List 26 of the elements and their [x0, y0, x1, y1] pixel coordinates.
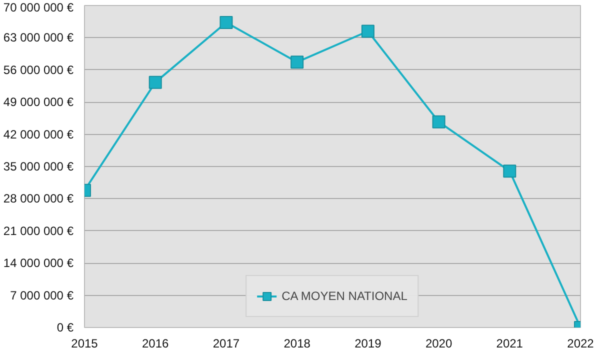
point: [220, 16, 233, 30]
x-tick-label: 2017: [212, 336, 240, 350]
y-tick-label: 56 000 000 €: [3, 62, 74, 77]
x-tick-label: 2015: [71, 336, 98, 350]
y-tick-label: 21 000 000 €: [3, 224, 74, 238]
x-tick-label: 2018: [284, 336, 311, 350]
x-tick-label: 2020: [425, 336, 452, 350]
y-tick-label: 7 000 000 €: [10, 288, 74, 302]
point: [361, 24, 374, 38]
legend-label: CA MOYEN NATIONAL: [282, 289, 408, 303]
y-tick-label: 0 €: [56, 320, 74, 334]
y-tick-label: 70 000 000 €: [3, 0, 74, 14]
y-tick-label: 35 000 000 €: [3, 160, 74, 174]
x-tick-label: 2022: [567, 336, 594, 350]
point: [148, 76, 162, 89]
point: [290, 56, 304, 69]
x-tick-label: 2016: [142, 336, 170, 350]
point: [432, 115, 446, 128]
y-tick-label: 63 000 000 €: [3, 30, 74, 45]
y-tick-label: 28 000 000 €: [3, 192, 74, 206]
y-tick-label: 14 000 000 €: [3, 256, 74, 270]
x-tick-label: 2021: [496, 336, 524, 350]
point: [503, 164, 516, 178]
y-tick-label: 42 000 000 €: [3, 127, 74, 142]
y-tick-label: 49 000 000 €: [3, 95, 74, 110]
x-tick-label: 2019: [354, 336, 382, 350]
